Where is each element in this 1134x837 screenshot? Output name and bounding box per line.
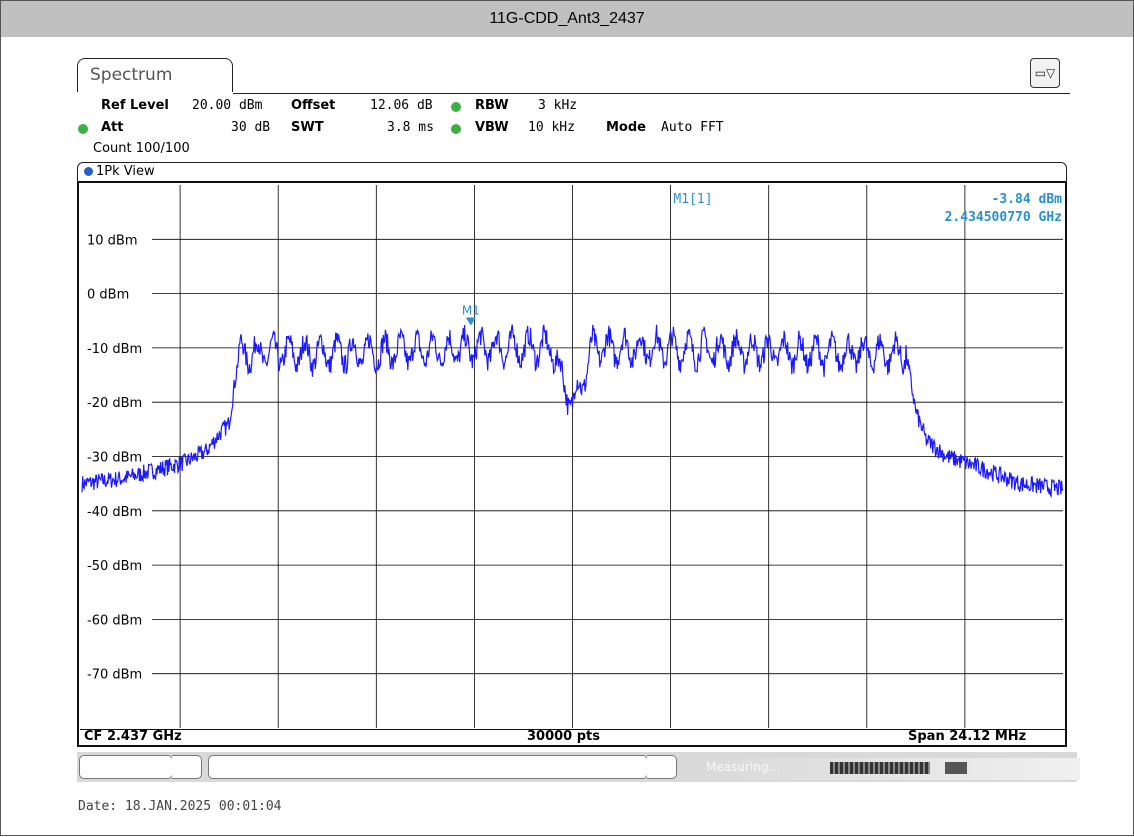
ref-level-label: Ref Level: [101, 98, 169, 113]
sweep-toggle-icon[interactable]: ▭▽: [1030, 58, 1060, 88]
status-field-2: [172, 755, 202, 779]
progress-bar: [830, 762, 930, 774]
mode-label: Mode: [606, 120, 646, 135]
vbw-label: VBW: [475, 120, 509, 135]
plot-footer: [80, 729, 1065, 748]
offset-label: Offset: [291, 98, 336, 113]
progress-icon: [945, 762, 967, 774]
status-field-3: [647, 755, 677, 779]
trace-indicator-icon: [84, 167, 93, 176]
att-value: 30 dB: [231, 120, 271, 135]
tab-divider: [233, 93, 1070, 94]
swt-value: 3.8 ms: [387, 120, 434, 135]
view-label: 1Pk View: [84, 164, 155, 179]
rbw-value: 3 kHz: [538, 98, 578, 113]
ref-level-value: 20.00 dBm: [192, 98, 263, 113]
rbw-label: RBW: [475, 98, 509, 113]
measuring-status: Measuring...: [706, 760, 780, 774]
status-field-1: [79, 755, 173, 779]
vbw-value: 10 kHz: [528, 120, 575, 135]
sweep-count: Count 100/100: [93, 141, 190, 156]
window-title: 11G-CDD_Ant3_2437: [0, 0, 1134, 38]
tab-spectrum[interactable]: Spectrum: [77, 58, 233, 92]
date-stamp: Date: 18.JAN.2025 00:01:04: [78, 799, 282, 814]
att-label: Att: [101, 120, 124, 135]
status-message-field: [208, 755, 648, 779]
view-header: [77, 162, 1067, 182]
span: Span 24.12 MHz: [908, 729, 1027, 744]
rbw-coupled-indicator: [451, 102, 461, 112]
mode-value: Auto FFT: [661, 120, 724, 135]
vbw-coupled-indicator: [451, 124, 461, 134]
swt-label: SWT: [291, 120, 324, 135]
sweep-points: 30000 pts: [527, 729, 601, 744]
center-frequency: CF 2.437 GHz: [84, 729, 182, 744]
plot-frame: [77, 181, 1067, 747]
att-coupled-indicator: [78, 124, 88, 134]
offset-value: 12.06 dB: [370, 98, 433, 113]
